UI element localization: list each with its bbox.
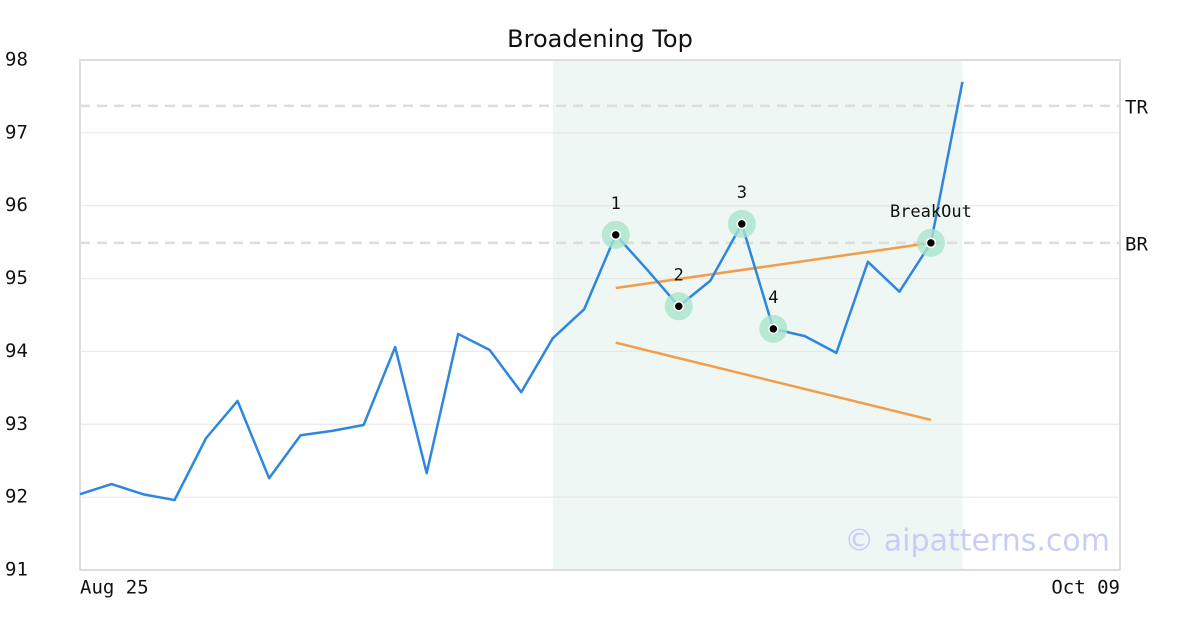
highlight-region (552, 60, 963, 570)
y-tick-label: 98 (5, 49, 28, 71)
point-label: BreakOut (890, 202, 972, 222)
point-dot (736, 218, 748, 230)
trendline (615, 241, 932, 290)
point-label: 1 (611, 194, 621, 214)
price-line (79, 81, 964, 502)
level-label: BR (1125, 233, 1148, 255)
plot-frame (79, 59, 1121, 571)
point-label: 3 (737, 183, 747, 203)
y-tick-label: 94 (5, 340, 28, 362)
point-label: 2 (674, 265, 684, 285)
chart-title: Broadening Top (507, 25, 693, 53)
trendline (615, 341, 932, 422)
point-dot (610, 229, 622, 241)
point-label: 4 (768, 288, 778, 308)
level-label: TR (1125, 96, 1148, 118)
x-tick-label: Aug 25 (80, 577, 149, 599)
y-tick-label: 93 (5, 413, 28, 435)
x-tick-label: Oct 09 (1051, 577, 1120, 599)
point-dot (768, 323, 779, 335)
point-dot (925, 237, 937, 249)
y-tick-label: 92 (5, 486, 28, 508)
point-dot (673, 301, 685, 312)
y-tick-label: 96 (5, 194, 28, 216)
y-tick-label: 95 (5, 267, 28, 289)
watermark: © aipatterns.com (844, 524, 1110, 559)
y-tick-label: 97 (5, 121, 28, 143)
y-tick-label: 91 (5, 559, 28, 581)
